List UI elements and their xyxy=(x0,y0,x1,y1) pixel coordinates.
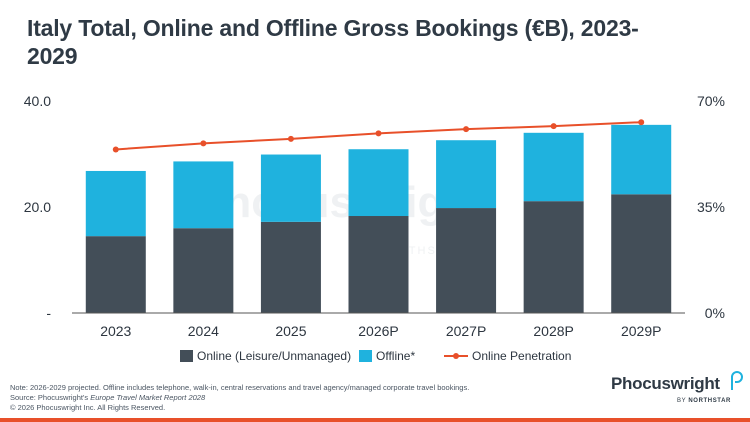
legend-label-online: Online (Leisure/Unmanaged) xyxy=(197,349,352,363)
axes-layer: 2023 2024 2025 2026P 2027P 2028P 2029P - 20.0 40.… xyxy=(24,93,725,339)
bar-online-2025 xyxy=(260,221,321,313)
bar-offline-2027P xyxy=(436,140,497,209)
bar-offline-2029P xyxy=(611,124,672,195)
bar-online-2028P xyxy=(523,201,584,313)
legend-item-penetration: Online Penetration xyxy=(444,349,571,363)
legend-item-online: Online (Leisure/Unmanaged) xyxy=(180,349,351,363)
bar-offline-2023 xyxy=(85,170,146,237)
bars-layer xyxy=(85,124,672,313)
legend-label-penetration: Online Penetration xyxy=(472,349,572,363)
bar-offline-2026P xyxy=(348,149,409,217)
phocuswright-logo: Phocuswright BY NORTHSTAR xyxy=(611,371,746,414)
bar-offline-2024 xyxy=(173,161,234,229)
x-tick-label-2025: 2025 xyxy=(275,323,306,339)
x-tick-label-2029P: 2029P xyxy=(621,323,661,339)
source-report-title: Europe Travel Market Report 2028 xyxy=(90,393,206,402)
penetration-line-layer xyxy=(112,119,645,153)
bar-offline-2028P xyxy=(523,132,584,202)
bar-offline-2025 xyxy=(260,154,321,222)
logo-byline: BY NORTHSTAR xyxy=(677,398,731,404)
bar-online-2024 xyxy=(173,228,234,313)
x-tick-label-2027P: 2027P xyxy=(446,323,486,339)
y-right-tick-label-2: 70% xyxy=(697,93,725,109)
footnotes: Note: 2026-2029 projected. Offline inclu… xyxy=(10,383,570,413)
y-left-tick-label-0: - xyxy=(46,305,51,321)
penetration-point-2024 xyxy=(200,140,207,147)
bottom-accent-bar xyxy=(0,418,750,422)
note-text: Note: 2026-2029 projected. Offline inclu… xyxy=(10,383,470,392)
bar-online-2023 xyxy=(85,236,146,313)
copyright-text: © 2026 Phocuswright Inc. All Rights Rese… xyxy=(10,403,166,412)
legend-swatch-penetration xyxy=(444,350,468,362)
logo-wordmark: Phocuswright xyxy=(611,374,720,393)
source-text: Source: Phocuswright's Europe Travel Mar… xyxy=(10,393,206,402)
bar-online-2029P xyxy=(611,194,672,313)
x-tick-label-2023: 2023 xyxy=(100,323,131,339)
penetration-point-2027P xyxy=(463,126,470,133)
legend-swatch-online xyxy=(180,350,193,362)
chart-legend: Online (Leisure/Unmanaged) Offline* Onli… xyxy=(0,349,750,367)
penetration-point-2028P xyxy=(550,123,557,130)
x-tick-label-2028P: 2028P xyxy=(533,323,573,339)
x-tick-label-2026P: 2026P xyxy=(358,323,398,339)
logo-mark-icon xyxy=(731,371,743,390)
bookings-chart: 2023 2024 2025 2026P 2027P 2028P 2029P - 20.0 40.… xyxy=(24,93,725,339)
bar-online-2027P xyxy=(436,208,497,313)
penetration-point-2023 xyxy=(112,146,119,153)
legend-item-offline: Offline* xyxy=(359,349,415,363)
x-tick-label-2024: 2024 xyxy=(188,323,219,339)
penetration-point-2029P xyxy=(638,119,645,126)
chart-title: Italy Total, Online and Offline Gross Bo… xyxy=(27,15,639,69)
y-left-tick-label-1: 20.0 xyxy=(24,199,51,215)
penetration-point-2026P xyxy=(375,130,382,137)
penetration-point-2025 xyxy=(287,135,294,142)
legend-label-offline: Offline* xyxy=(376,349,416,363)
legend-swatch-offline xyxy=(359,350,372,362)
y-right-tick-label-0: 0% xyxy=(705,305,725,321)
bar-online-2026P xyxy=(348,216,409,313)
y-right-tick-label-1: 35% xyxy=(697,199,725,215)
y-left-tick-label-2: 40.0 xyxy=(24,93,51,109)
